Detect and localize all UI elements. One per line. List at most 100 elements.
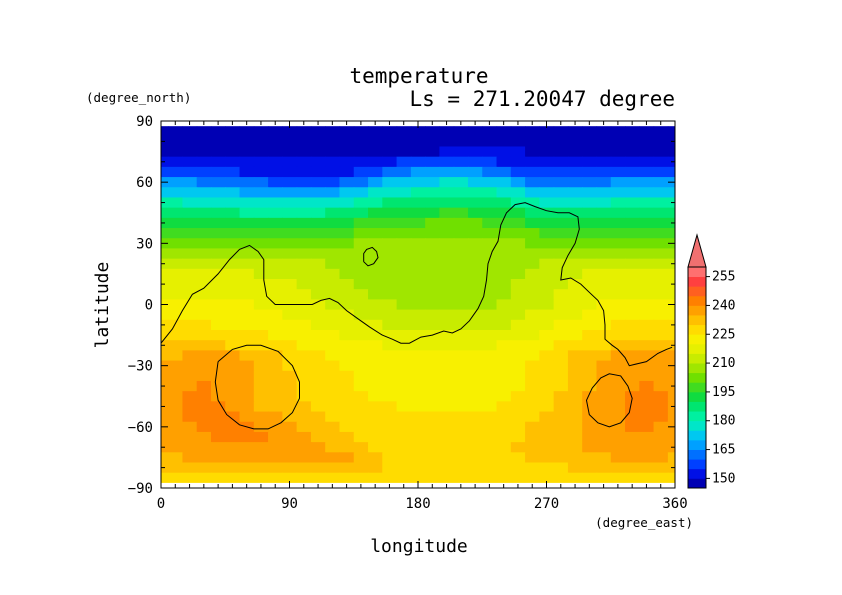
heatmap-cell: [339, 350, 355, 362]
heatmap-cell: [439, 187, 455, 199]
heatmap-cell: [639, 126, 655, 137]
heatmap-cell: [296, 156, 312, 168]
heatmap-cell: [296, 421, 312, 433]
x-axis-label: longitude: [370, 536, 468, 557]
chart-subtitle: Ls = 271.20047 degree: [409, 87, 675, 111]
heatmap-cell: [496, 411, 512, 423]
heatmap-cell: [182, 228, 198, 239]
heatmap-cell: [282, 166, 298, 178]
heatmap-cell: [582, 289, 598, 300]
heatmap-cell: [368, 248, 383, 260]
heatmap-cell: [639, 177, 655, 188]
heatmap-cell: [353, 299, 369, 311]
heatmap-cell: [539, 238, 555, 250]
heatmap-cell: [168, 146, 184, 158]
heatmap-cell: [253, 197, 269, 209]
heatmap-cell: [610, 431, 626, 443]
heatmap-cell: [239, 279, 255, 290]
heatmap-cell: [225, 166, 241, 178]
heatmap-cell: [310, 299, 326, 311]
heatmap-cell: [253, 401, 269, 413]
heatmap-cell: [296, 452, 312, 464]
heatmap-cell: [482, 289, 498, 300]
heatmap-cell: [310, 329, 326, 341]
heatmap-cell: [239, 299, 255, 311]
heatmap-cell: [496, 126, 512, 137]
heatmap-cell: [410, 391, 426, 402]
heatmap-cell: [482, 136, 498, 148]
heatmap-cell: [610, 248, 626, 260]
heatmap-cell: [282, 228, 298, 239]
heatmap-cell: [339, 370, 355, 382]
heatmap-cell: [225, 177, 241, 188]
heatmap-cell: [667, 309, 675, 321]
heatmap-cell: [268, 146, 283, 158]
heatmap-cell: [282, 279, 298, 290]
heatmap-cell: [653, 177, 669, 188]
heatmap-cell: [439, 329, 455, 341]
heatmap-cell: [496, 136, 512, 148]
y-axis: 90 60 30 0 −30 −60 −90: [128, 114, 675, 497]
heatmap-cell: [161, 248, 169, 260]
heatmap-cell: [325, 411, 341, 423]
heatmap-cell: [667, 411, 675, 423]
heatmap-cell: [368, 299, 383, 311]
heatmap-cell: [667, 472, 675, 484]
heatmap-cell: [268, 350, 283, 362]
heatmap-cell: [182, 238, 198, 250]
heatmap-cell: [296, 238, 312, 250]
heatmap-cell: [467, 217, 483, 229]
heatmap-cell: [253, 126, 269, 137]
heatmap-cell: [596, 279, 612, 290]
heatmap-cell: [453, 136, 469, 148]
heatmap-cell: [161, 228, 169, 239]
heatmap-cell: [282, 452, 298, 464]
heatmap-cell: [482, 401, 498, 413]
heatmap-cell: [282, 156, 298, 168]
heatmap-cell: [653, 217, 669, 229]
heatmap-cell: [310, 197, 326, 209]
heatmap-cell: [639, 380, 655, 392]
heatmap-cell: [439, 177, 455, 188]
heatmap-cell: [310, 309, 326, 321]
heatmap-cell: [567, 248, 583, 260]
heatmap-cell: [525, 360, 540, 372]
heatmap-cell: [368, 411, 383, 423]
heatmap-cell: [182, 401, 198, 413]
heatmap-cell: [168, 207, 184, 219]
heatmap-cell: [310, 421, 326, 433]
heatmap-cell: [553, 340, 569, 351]
heatmap-cell: [396, 136, 412, 148]
heatmap-cell: [296, 228, 312, 239]
heatmap-cell: [182, 268, 198, 280]
heatmap-cell: [425, 146, 441, 158]
heatmap-cell: [253, 370, 269, 382]
heatmap-cell: [339, 146, 355, 158]
heatmap-cell: [439, 411, 455, 423]
heatmap-cell: [382, 380, 398, 392]
heatmap-cell: [339, 238, 355, 250]
heatmap-cell: [182, 289, 198, 300]
heatmap-cell: [567, 177, 583, 188]
heatmap-cell: [296, 391, 312, 402]
heatmap-cell: [467, 391, 483, 402]
heatmap-cell: [353, 207, 369, 219]
heatmap-cell: [196, 248, 212, 260]
heatmap-cell: [339, 207, 355, 219]
heatmap-cell: [296, 472, 312, 484]
heatmap-cell: [425, 289, 441, 300]
heatmap-cell: [339, 340, 355, 351]
y-tick-label: 90: [136, 114, 153, 130]
heatmap-cell: [582, 187, 598, 199]
heatmap-cell: [368, 289, 383, 300]
heatmap-cell: [339, 452, 355, 464]
heatmap-cell: [496, 228, 512, 239]
heatmap-cell: [653, 258, 669, 270]
heatmap-cell: [639, 217, 655, 229]
heatmap-cell: [625, 401, 640, 413]
heatmap-cell: [467, 350, 483, 362]
heatmap-cell: [182, 319, 198, 331]
heatmap-cell: [196, 299, 212, 311]
heatmap-cell: [410, 228, 426, 239]
heatmap-cell: [439, 360, 455, 372]
